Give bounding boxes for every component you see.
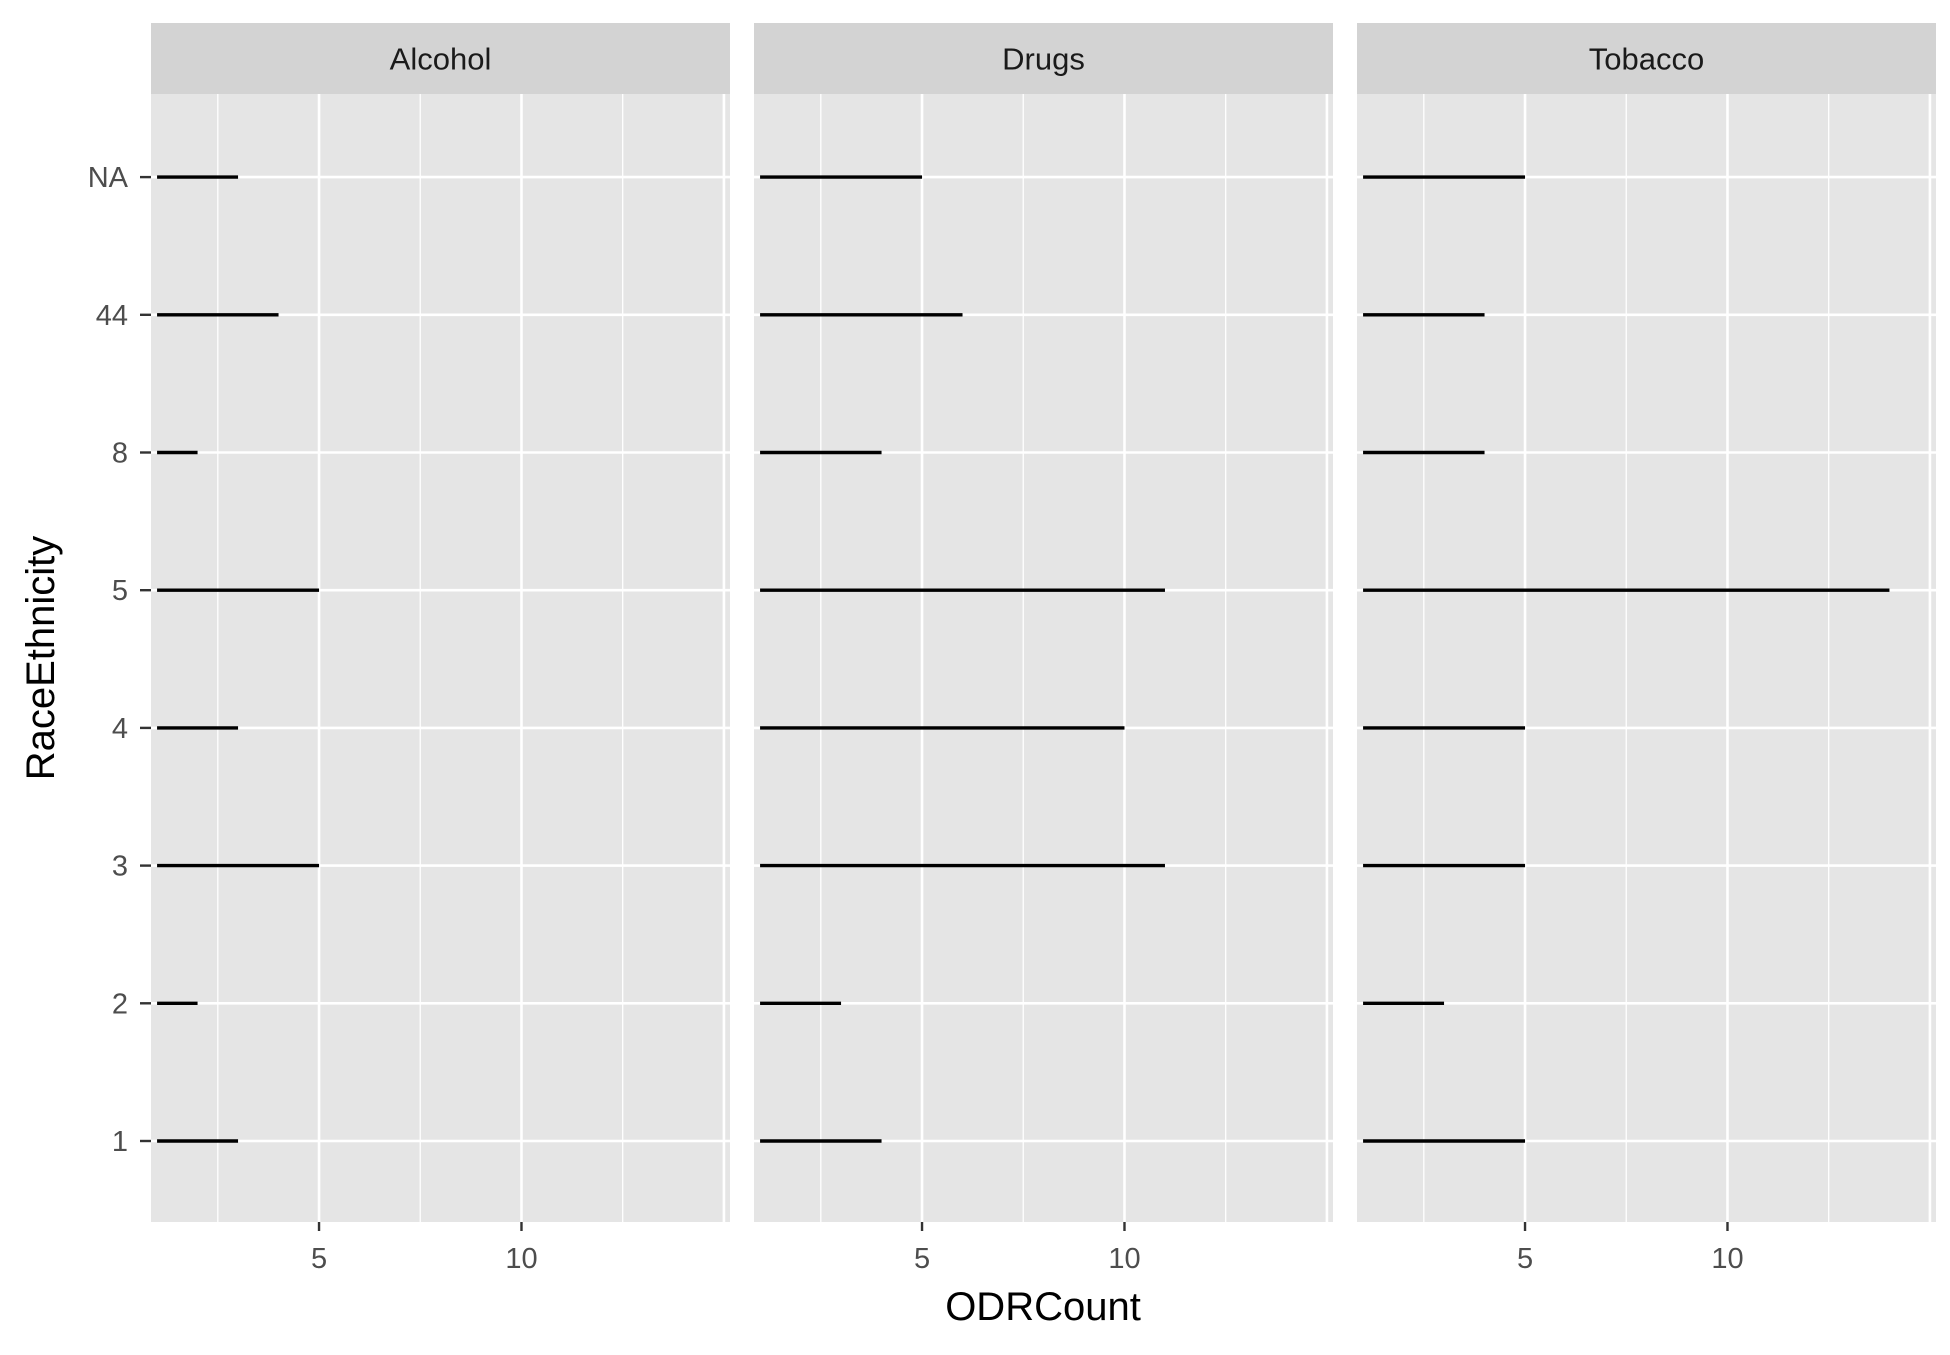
facet-strip [1357,23,1936,94]
x-tick-label: 10 [505,1243,537,1275]
y-tick-label: 3 [112,851,128,883]
panel-background [754,94,1333,1222]
facets-layer: Alcohol 5 10 Drugs 5 10 Tobacco 5 10 [151,23,1936,1275]
y-axis-title: RaceEthnicity [19,536,63,781]
x-tick-label: 10 [1711,1243,1743,1275]
x-tick-label: 5 [914,1243,930,1275]
facet-strip-label: Tobacco [1589,42,1704,77]
facet-panel-drugs: Drugs 5 10 [754,23,1333,1275]
y-tick-label: 8 [112,438,128,470]
facet-panel-alcohol: Alcohol 5 10 [151,23,730,1275]
y-tick-label: 44 [96,300,128,332]
y-tick-label: 1 [112,1126,128,1158]
x-tick-label: 10 [1108,1243,1140,1275]
x-tick-label: 5 [311,1243,327,1275]
y-axis: 1 2 3 4 5 8 44 NA [88,162,151,1158]
facet-panel-tobacco: Tobacco 5 10 [1357,23,1936,1275]
panel-background [151,94,730,1222]
y-tick-label: 4 [112,713,128,745]
x-tick-label: 5 [1517,1243,1533,1275]
panel-background [1357,94,1936,1222]
facet-strip [754,23,1333,94]
y-tick-label: 5 [112,575,128,607]
facet-strip [151,23,730,94]
y-tick-label: 2 [112,988,128,1020]
facet-strip-label: Drugs [1002,42,1085,77]
x-axis-title: ODRCount [945,1285,1141,1329]
y-tick-label: NA [88,162,129,194]
facet-strip-label: Alcohol [390,42,492,77]
